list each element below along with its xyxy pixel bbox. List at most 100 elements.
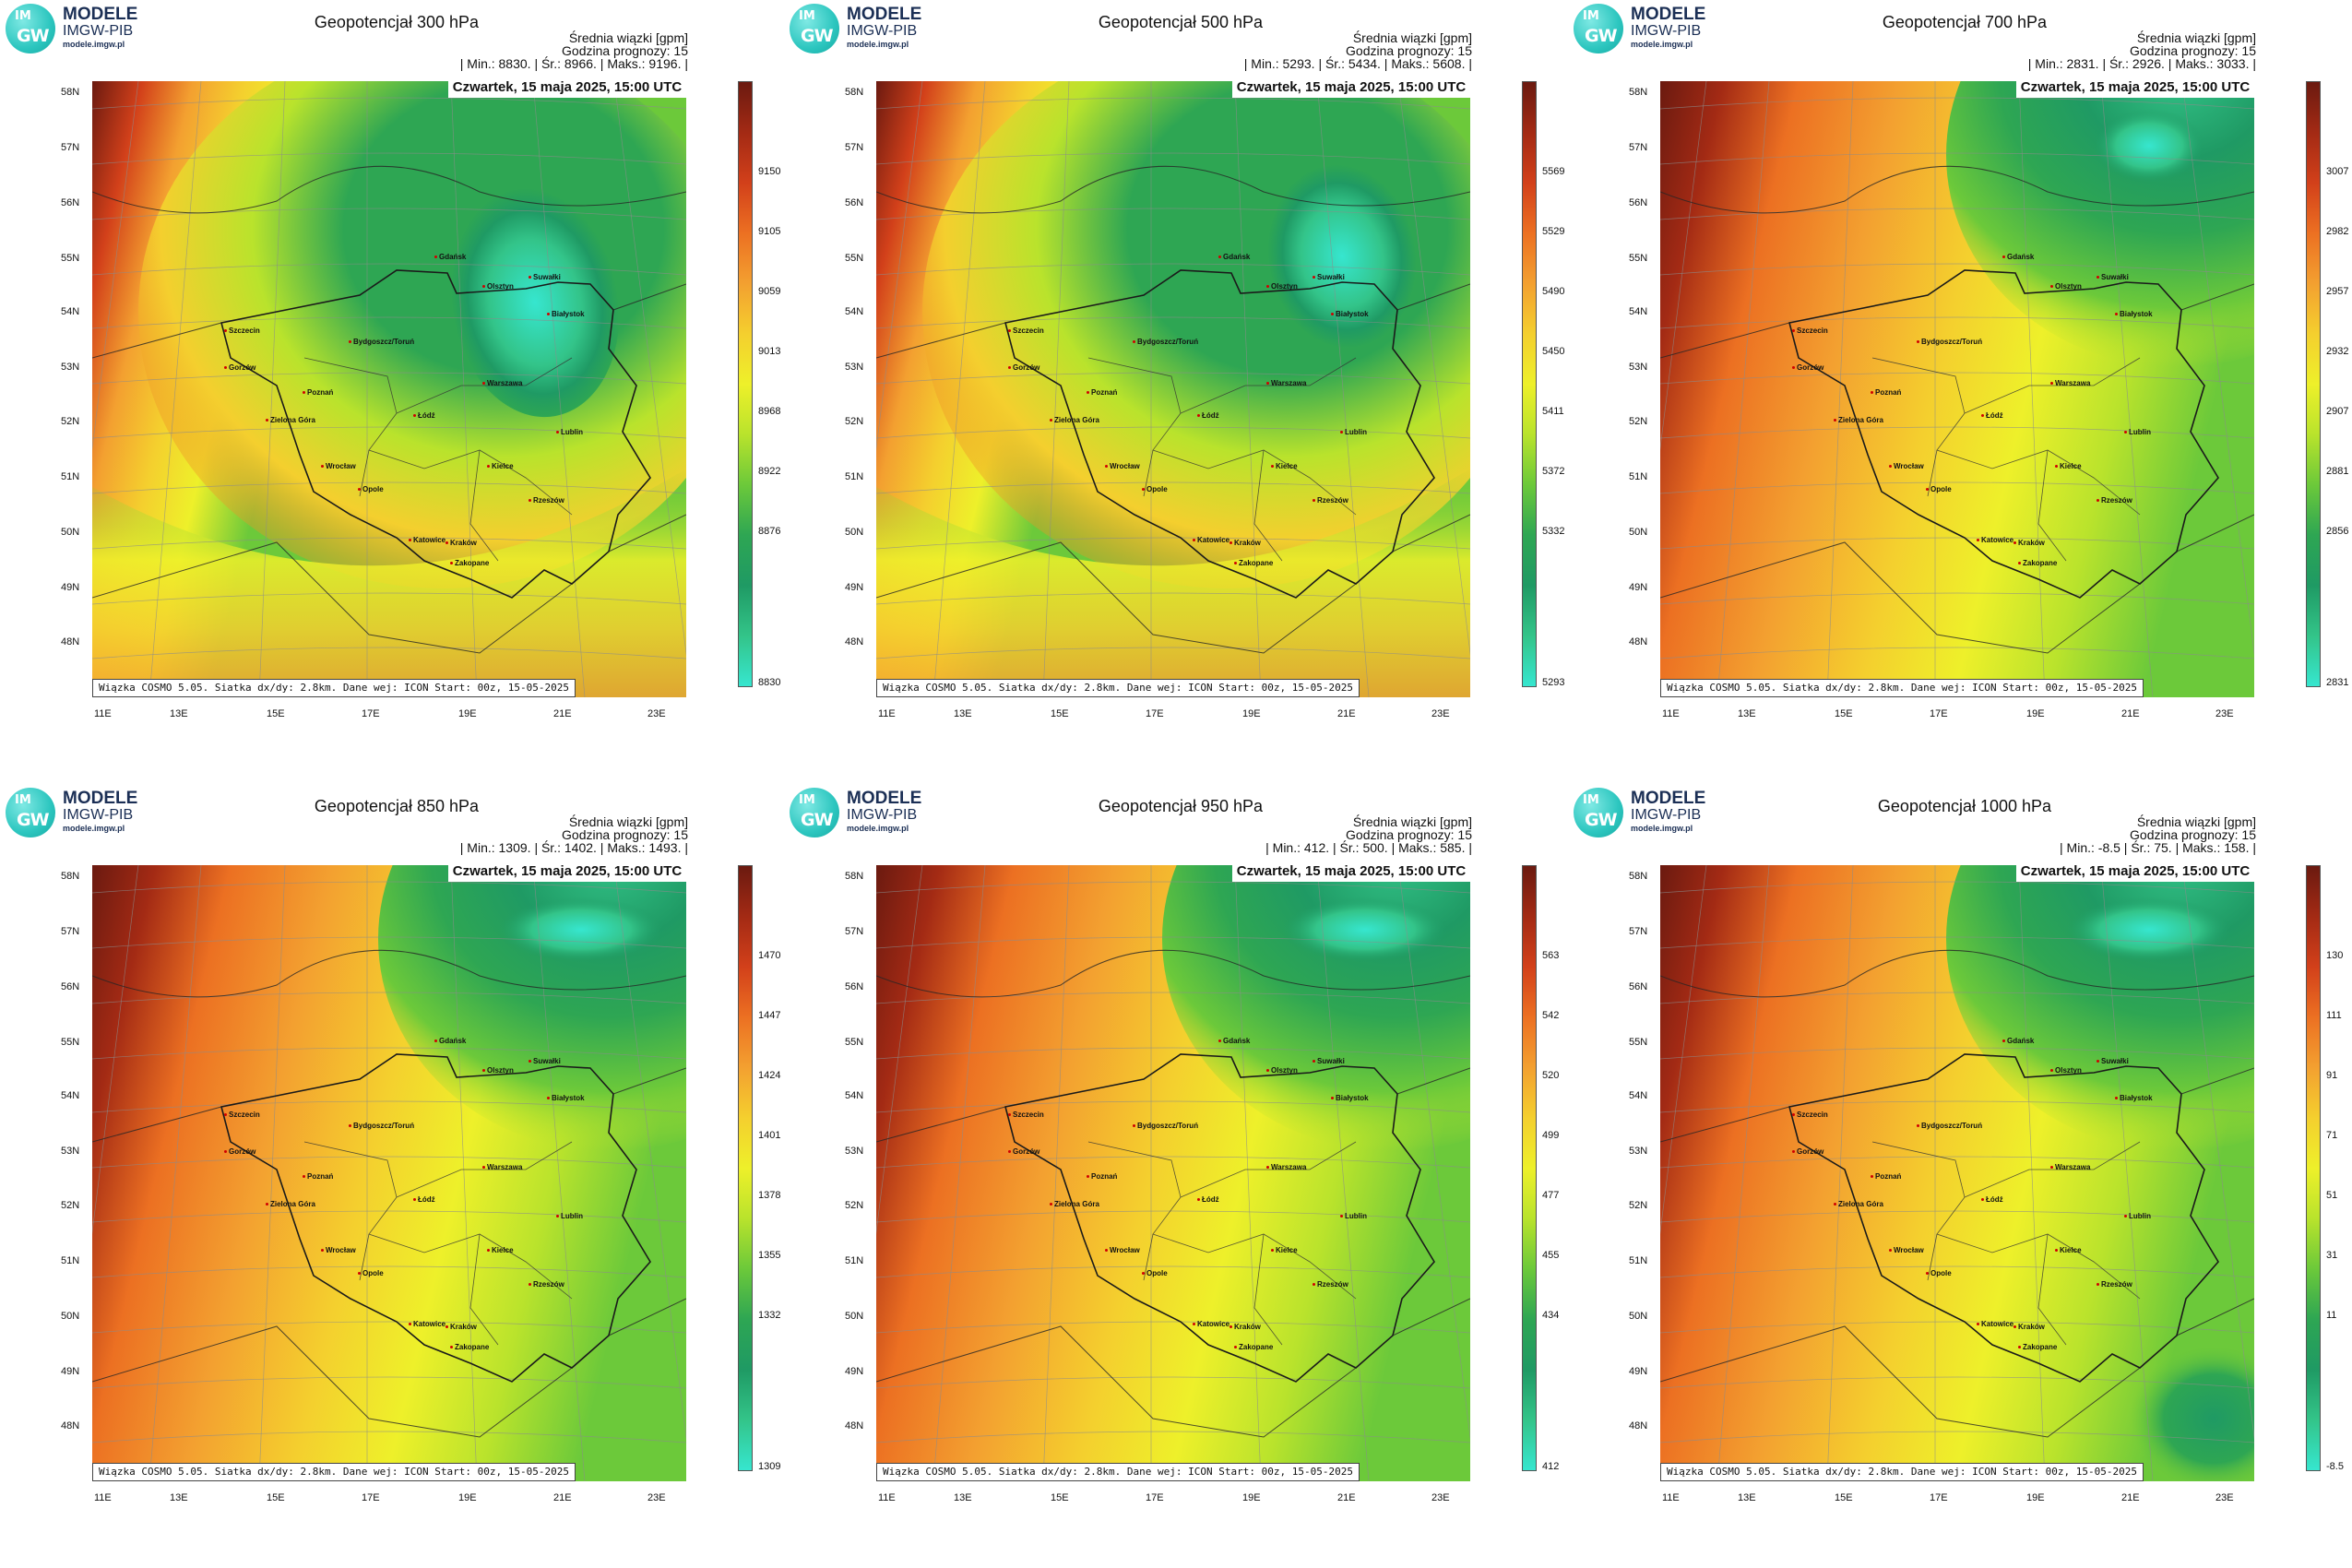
geopotential-map — [92, 81, 686, 697]
latitude-label: 56N — [1629, 197, 1648, 208]
city-label: Szczecin — [1792, 1111, 1828, 1119]
city-label: Wrocław — [1889, 1246, 1924, 1254]
colorbar-tick: 1447 — [758, 1010, 781, 1021]
city-label: Poznań — [1086, 1172, 1118, 1181]
city-label: Wrocław — [1105, 462, 1140, 470]
logo-name: MODELE — [847, 5, 922, 24]
logo-name: MODELE — [1631, 789, 1706, 808]
colorbar-tick: 3007 — [2326, 166, 2349, 177]
city-label: Lublin — [1340, 1212, 1367, 1220]
longitude-label: 11E — [94, 708, 112, 719]
city-label: Kielce — [487, 462, 514, 470]
field-stats: | Min.: -8.5 | Śr.: 75. | Maks.: 158. | — [2060, 840, 2256, 855]
latitude-label: 58N — [61, 871, 80, 882]
city-label: Opole — [358, 485, 384, 493]
latitude-label: 53N — [1629, 1146, 1648, 1157]
colorbar-tick: 2982 — [2326, 226, 2349, 237]
longitude-label: 13E — [170, 708, 188, 719]
city-label: Lublin — [1340, 428, 1367, 436]
city-label: Olsztyn — [1266, 282, 1298, 291]
longitude-label: 21E — [2121, 1492, 2140, 1503]
city-label: Szczecin — [1792, 327, 1828, 335]
colorbar-tick: 2881 — [2326, 466, 2349, 477]
logo-url: modele.imgw.pl — [1631, 40, 1693, 49]
city-label: Szczecin — [224, 327, 260, 335]
colorbar-tick: 8968 — [758, 406, 781, 417]
city-label: Poznań — [1086, 388, 1118, 397]
colorbar-tick: 9150 — [758, 166, 781, 177]
city-label: Rzeszów — [2097, 1280, 2132, 1289]
longitude-label: 23E — [2215, 1492, 2234, 1503]
valid-date: Czwartek, 15 maja 2025, 15:00 UTC — [448, 861, 686, 882]
city-label: Zielona Góra — [266, 1200, 315, 1208]
city-label: Szczecin — [1008, 1111, 1044, 1119]
colorbar-tick: 542 — [1542, 1010, 1560, 1021]
longitude-label: 23E — [647, 708, 666, 719]
longitude-label: 15E — [1835, 1492, 1853, 1503]
city-label: Lublin — [2124, 428, 2151, 436]
city-label: Kraków — [2013, 539, 2045, 547]
latitude-label: 49N — [1629, 1366, 1648, 1377]
city-label: Suwałki — [2097, 273, 2129, 281]
latitude-label: 53N — [61, 362, 80, 373]
imgw-logo: IM GW MODELE IMGW-PIB modele.imgw.pl — [6, 4, 153, 55]
map-canvas — [92, 865, 686, 1481]
forecast-hour: Godzina prognozy: 15 — [2130, 827, 2256, 842]
forecast-hour: Godzina prognozy: 15 — [1346, 827, 1472, 842]
colorbar-tick: 5372 — [1542, 466, 1565, 477]
latitude-label: 52N — [1629, 1200, 1648, 1211]
city-label: Katowice — [1976, 1320, 2014, 1328]
valid-date: Czwartek, 15 maja 2025, 15:00 UTC — [1232, 861, 1470, 882]
city-label: Gorzów — [1791, 1147, 1824, 1156]
latitude-label: 56N — [845, 197, 864, 208]
longitude-label: 23E — [647, 1492, 666, 1503]
latitude-label: 53N — [61, 1146, 80, 1157]
longitude-label: 21E — [1337, 1492, 1356, 1503]
panel-info: Średnia wiązki [gpm] Godzina prognozy: 15… — [460, 31, 688, 70]
latitude-label: 55N — [845, 1037, 864, 1048]
city-label: Kraków — [1229, 539, 1261, 547]
colorbar-tick: 5529 — [1542, 226, 1565, 237]
colorbar-tick: 8830 — [758, 677, 781, 688]
city-label: Kielce — [2055, 1246, 2082, 1254]
city-label: Olsztyn — [1266, 1066, 1298, 1075]
colorbar — [2306, 865, 2321, 1471]
city-label: Szczecin — [1008, 327, 1044, 335]
city-label: Zakopane — [1233, 1343, 1274, 1351]
longitude-label: 23E — [2215, 708, 2234, 719]
latitude-label: 51N — [845, 1255, 864, 1266]
latitude-label: 50N — [61, 1311, 80, 1322]
latitude-label: 53N — [845, 1146, 864, 1157]
logo-url: modele.imgw.pl — [1631, 824, 1693, 833]
city-label: Kraków — [1229, 1323, 1261, 1331]
logo-url: modele.imgw.pl — [63, 40, 125, 49]
city-label: Olsztyn — [482, 1066, 514, 1075]
latitude-label: 52N — [845, 416, 864, 427]
latitude-label: 58N — [845, 87, 864, 98]
latitude-label: 57N — [61, 926, 80, 937]
map-canvas — [1660, 81, 2254, 697]
latitude-label: 51N — [61, 1255, 80, 1266]
city-label: Wrocław — [1889, 462, 1924, 470]
colorbar-tick: 5332 — [1542, 526, 1565, 537]
longitude-label: 15E — [1051, 708, 1069, 719]
info-label: Średnia wiązki [gpm] — [568, 814, 688, 829]
city-label: Opole — [1926, 1269, 1952, 1277]
longitude-label: 19E — [1242, 1492, 1261, 1503]
map-canvas — [876, 81, 1470, 697]
city-label: Suwałki — [1313, 273, 1345, 281]
city-label: Katowice — [408, 1320, 446, 1328]
latitude-label: 57N — [845, 142, 864, 153]
logo-text: MODELE IMGW-PIB modele.imgw.pl — [847, 6, 921, 49]
city-label: Zielona Góra — [1834, 1200, 1883, 1208]
logo-badge-top: IM — [799, 9, 815, 23]
longitude-label: 19E — [2026, 708, 2045, 719]
latitude-label: 49N — [845, 582, 864, 593]
model-footer: Wiązka COSMO 5.05. Siatka dx/dy: 2.8km. … — [876, 1463, 1360, 1481]
colorbar-tick: 520 — [1542, 1070, 1560, 1081]
city-label: Olsztyn — [482, 282, 514, 291]
panel-title: Geopotencjał 1000 hPa — [1877, 797, 2052, 815]
colorbar-tick: 71 — [2326, 1130, 2338, 1141]
city-label: Poznań — [1870, 388, 1902, 397]
forecast-hour: Godzina prognozy: 15 — [562, 43, 688, 58]
